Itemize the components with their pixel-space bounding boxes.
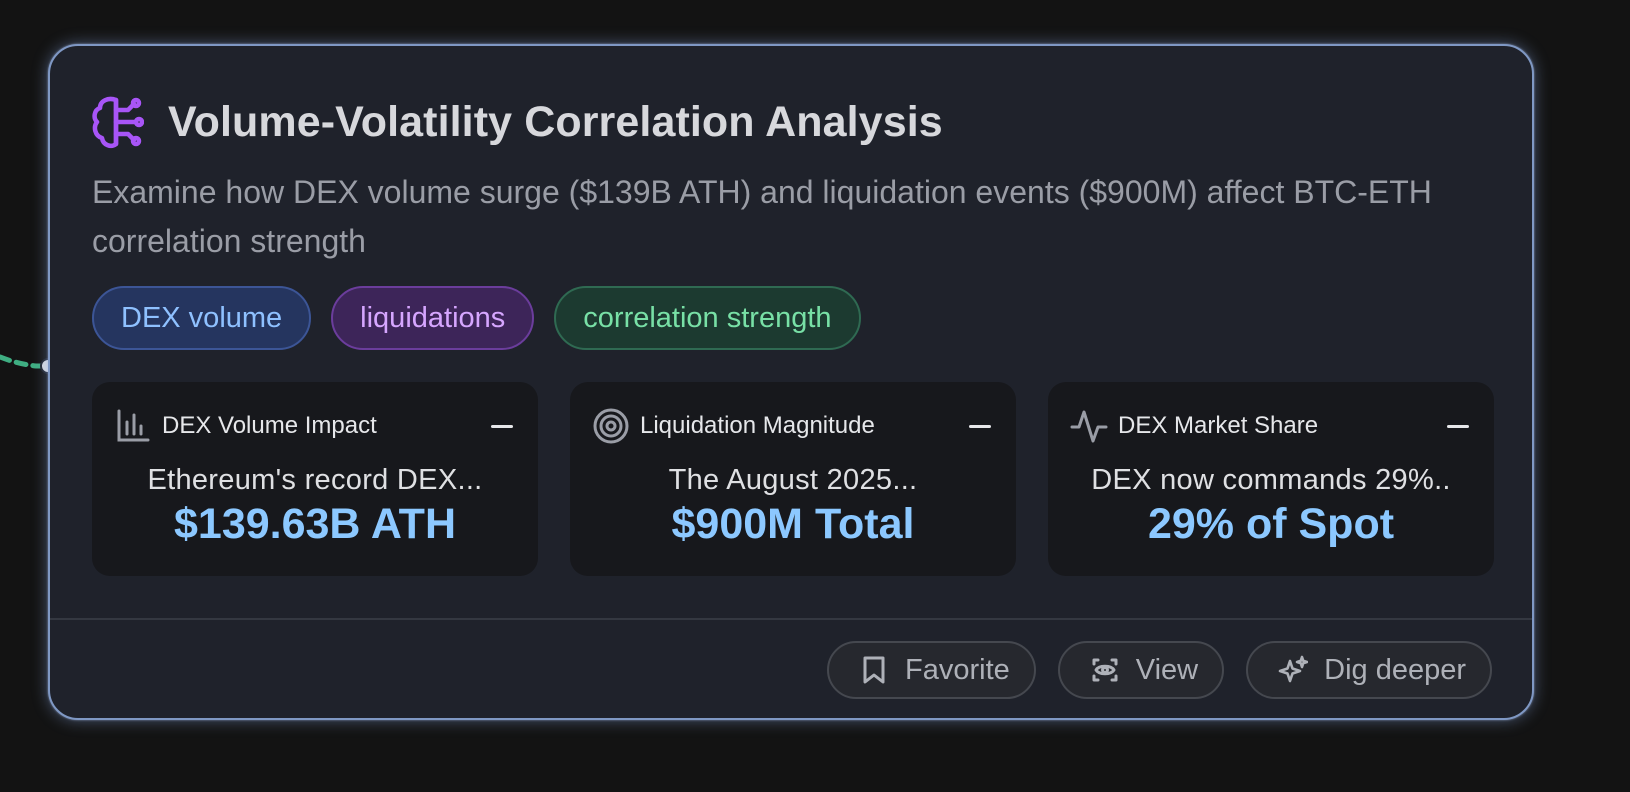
tag-correlation-strength[interactable]: correlation strength (554, 286, 861, 350)
view-icon (1090, 655, 1120, 685)
metric-value: $139.63B ATH (173, 500, 457, 548)
tag-dex-volume[interactable]: DEX volume (92, 286, 312, 350)
metric-header: Liquidation Magnitude (592, 406, 994, 446)
footer-divider (50, 618, 1532, 620)
metric-card-dex-volume-impact[interactable]: DEX Volume Impact Ethereum's record DEX.… (92, 382, 538, 576)
metric-header: DEX Volume Impact (114, 406, 516, 446)
view-button[interactable]: View (1057, 641, 1225, 699)
action-bar: Favorite View (827, 641, 1492, 699)
favorite-label: Favorite (905, 653, 1010, 686)
bookmark-icon (859, 655, 889, 685)
minus-icon (1447, 424, 1469, 428)
collapse-button[interactable] (488, 412, 516, 440)
target-icon (592, 407, 630, 445)
activity-icon (1070, 407, 1108, 445)
tag-list: DEX volume liquidations correlation stre… (92, 286, 861, 350)
metric-value: 29% of Spot (1147, 500, 1395, 548)
minus-icon (969, 424, 991, 428)
metric-label: DEX Volume Impact (162, 412, 377, 439)
dig-deeper-button[interactable]: Dig deeper (1246, 641, 1492, 699)
brain-icon (90, 94, 144, 150)
metric-summary: The August 2025... (668, 464, 918, 496)
analysis-card[interactable]: Volume-Volatility Correlation Analysis E… (48, 44, 1534, 720)
metric-header: DEX Market Share (1070, 406, 1472, 446)
view-label: View (1135, 653, 1199, 686)
minus-icon (491, 424, 513, 428)
metric-value: $900M Total (671, 500, 915, 548)
metric-card-liquidation-magnitude[interactable]: Liquidation Magnitude The August 2025...… (570, 382, 1016, 576)
collapse-button[interactable] (1444, 412, 1472, 440)
bar-chart-icon (114, 407, 152, 445)
metric-summary: Ethereum's record DEX... (147, 464, 483, 496)
favorite-button[interactable]: Favorite (827, 641, 1036, 699)
card-header: Volume-Volatility Correlation Analysis (90, 94, 943, 150)
sparkles-icon (1278, 655, 1309, 685)
dig-deeper-label: Dig deeper (1324, 653, 1466, 686)
metric-list: DEX Volume Impact Ethereum's record DEX.… (92, 382, 1494, 576)
tag-liquidations[interactable]: liquidations (331, 286, 535, 350)
card-title: Volume-Volatility Correlation Analysis (168, 97, 943, 146)
metric-label: DEX Market Share (1118, 412, 1319, 439)
metric-summary: DEX now commands 29%.. (1091, 464, 1451, 496)
collapse-button[interactable] (966, 412, 994, 440)
card-description: Examine how DEX volume surge ($139B ATH)… (92, 174, 1432, 259)
metric-card-dex-market-share[interactable]: DEX Market Share DEX now commands 29%.. … (1048, 382, 1494, 576)
metric-label: Liquidation Magnitude (640, 412, 875, 439)
